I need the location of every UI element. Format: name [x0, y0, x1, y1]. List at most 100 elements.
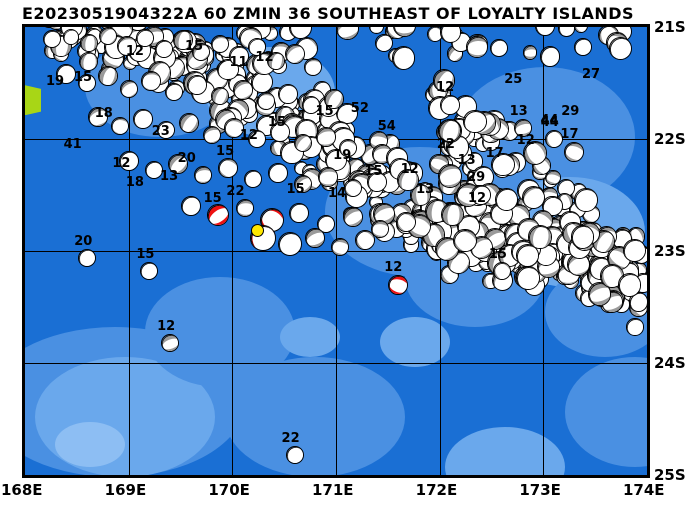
focal-mechanism-beachball[interactable]: [133, 108, 154, 129]
focal-mechanism-beachball[interactable]: [97, 66, 118, 87]
focal-mechanism-beachball[interactable]: [293, 134, 312, 153]
focal-mechanism-beachball[interactable]: [293, 174, 312, 193]
focal-mechanism-beachball[interactable]: [323, 88, 344, 109]
focal-mechanism-beachball[interactable]: [156, 121, 175, 140]
focal-mechanism-beachball[interactable]: [98, 27, 117, 45]
focal-mechanism-beachball[interactable]: [78, 248, 97, 267]
focal-mechanism-beachball[interactable]: [217, 58, 239, 81]
focal-mechanism-beachball[interactable]: [141, 70, 162, 91]
focal-mechanism-beachball[interactable]: [178, 113, 199, 134]
focal-mechanism-beachball[interactable]: [192, 42, 211, 61]
focal-mechanism-beachball[interactable]: [397, 169, 420, 192]
focal-mechanism-beachball[interactable]: [465, 36, 488, 59]
focal-mechanism-beachball[interactable]: [305, 227, 326, 248]
focal-mechanism-beachball[interactable]: [617, 272, 642, 297]
focal-mechanism-beachball[interactable]: [599, 264, 624, 288]
focal-mechanism-beachball[interactable]: [228, 46, 249, 67]
focal-mechanism-beachball[interactable]: [315, 126, 336, 147]
focal-mechanism-beachball[interactable]: [136, 29, 155, 48]
focal-mechanism-beachball[interactable]: [218, 158, 239, 179]
focal-mechanism-beachball[interactable]: [522, 186, 546, 210]
focal-mechanism-beachball[interactable]: [62, 29, 79, 46]
focal-mechanism-beachball[interactable]: [288, 27, 313, 39]
focal-mechanism-beachball[interactable]: [42, 30, 61, 49]
focal-mechanism-beachball[interactable]: [180, 196, 201, 217]
focal-mechanism-beachball[interactable]: [168, 153, 189, 174]
focal-mechanism-beachball[interactable]: [87, 106, 108, 127]
focal-mechanism-beachball[interactable]: [187, 75, 208, 96]
focal-mechanism-beachball[interactable]: [367, 171, 388, 192]
focal-mechanism-beachball[interactable]: [440, 95, 461, 116]
focal-mechanism-beachball[interactable]: [285, 445, 304, 464]
focal-mechanism-beachball[interactable]: [224, 117, 245, 138]
focal-mechanism-beachball[interactable]: [626, 318, 644, 336]
focal-mechanism-beachball[interactable]: [573, 187, 598, 212]
focal-mechanism-beachball[interactable]: [194, 165, 213, 184]
focal-mechanism-beachball[interactable]: [438, 164, 463, 189]
focal-mechanism-beachball[interactable]: [331, 237, 350, 256]
focal-mechanism-beachball[interactable]: [441, 202, 465, 226]
focal-mechanism-beachball[interactable]: [355, 229, 376, 250]
focal-mechanism-beachball[interactable]: [202, 125, 221, 144]
focal-mechanism-beachball[interactable]: [206, 204, 229, 227]
focal-mechanism-beachball[interactable]: [539, 46, 561, 67]
focal-mechanism-beachball[interactable]: [317, 167, 338, 188]
focal-mechanism-beachball[interactable]: [564, 142, 585, 163]
focal-mechanism-beachball[interactable]: [432, 69, 456, 92]
focal-mechanism-beachball[interactable]: [232, 79, 253, 100]
focal-mechanism-beachball[interactable]: [248, 38, 267, 57]
focal-mechanism-beachball[interactable]: [544, 130, 563, 148]
seismicity-map[interactable]: 1920151212152212131744291915121541121813…: [22, 24, 650, 478]
focal-mechanism-beachball[interactable]: [116, 36, 137, 57]
focal-mechanism-beachball[interactable]: [256, 91, 275, 110]
focal-mechanism-beachball[interactable]: [515, 266, 540, 290]
focal-mechanism-beachball[interactable]: [391, 46, 416, 70]
focal-mechanism-beachball[interactable]: [270, 122, 291, 143]
focal-mechanism-beachball[interactable]: [573, 37, 592, 56]
focal-mechanism-beachball[interactable]: [78, 74, 97, 92]
focal-mechanism-beachball[interactable]: [528, 225, 552, 249]
focal-mechanism-beachball[interactable]: [278, 232, 303, 257]
focal-mechanism-beachball[interactable]: [172, 30, 193, 51]
focal-mechanism-beachball[interactable]: [56, 64, 77, 85]
focal-mechanism-beachball[interactable]: [266, 51, 285, 70]
focal-mechanism-beachball[interactable]: [78, 51, 98, 72]
focal-mechanism-beachball[interactable]: [161, 333, 180, 352]
focal-mechanism-beachball[interactable]: [609, 37, 633, 61]
focal-mechanism-beachball[interactable]: [339, 138, 358, 157]
focal-mechanism-beachball[interactable]: [534, 27, 555, 36]
focal-mechanism-beachball[interactable]: [452, 228, 477, 253]
focal-mechanism-beachball[interactable]: [522, 140, 547, 165]
focal-mechanism-beachball[interactable]: [573, 27, 588, 34]
focal-mechanism-beachball[interactable]: [119, 79, 138, 98]
focal-mechanism-beachball[interactable]: [144, 161, 163, 180]
focal-mechanism-beachball[interactable]: [235, 199, 254, 218]
focal-mechanism-beachball[interactable]: [342, 207, 363, 228]
focal-mechanism-beachball[interactable]: [489, 38, 508, 57]
focal-mechanism-beachball[interactable]: [570, 225, 595, 249]
epicenter-marker[interactable]: [251, 223, 265, 237]
focal-mechanism-beachball[interactable]: [154, 40, 173, 59]
focal-mechanism-beachball[interactable]: [492, 262, 511, 281]
focal-mechanism-beachball[interactable]: [267, 162, 288, 183]
focal-mechanism-beachball[interactable]: [284, 43, 305, 64]
focal-mechanism-beachball[interactable]: [513, 118, 532, 137]
focal-mechanism-beachball[interactable]: [369, 27, 385, 35]
focal-mechanism-beachball[interactable]: [316, 215, 335, 234]
focal-mechanism-beachball[interactable]: [343, 179, 362, 198]
focal-mechanism-beachball[interactable]: [335, 27, 360, 41]
focal-mechanism-beachball[interactable]: [388, 274, 409, 295]
focal-mechanism-beachball[interactable]: [111, 116, 130, 135]
focal-mechanism-beachball[interactable]: [409, 184, 432, 206]
focal-mechanism-beachball[interactable]: [622, 238, 647, 262]
focal-mechanism-beachball[interactable]: [244, 170, 263, 189]
focal-mechanism-beachball[interactable]: [374, 33, 394, 53]
focal-mechanism-beachball[interactable]: [165, 82, 184, 101]
focal-mechanism-beachball[interactable]: [288, 202, 309, 223]
focal-mechanism-beachball[interactable]: [210, 34, 229, 53]
focal-mechanism-beachball[interactable]: [491, 152, 515, 176]
focal-mechanism-beachball[interactable]: [522, 45, 538, 60]
focal-mechanism-beachball[interactable]: [463, 109, 488, 134]
focal-mechanism-beachball[interactable]: [396, 211, 417, 232]
focal-mechanism-beachball[interactable]: [80, 33, 99, 52]
